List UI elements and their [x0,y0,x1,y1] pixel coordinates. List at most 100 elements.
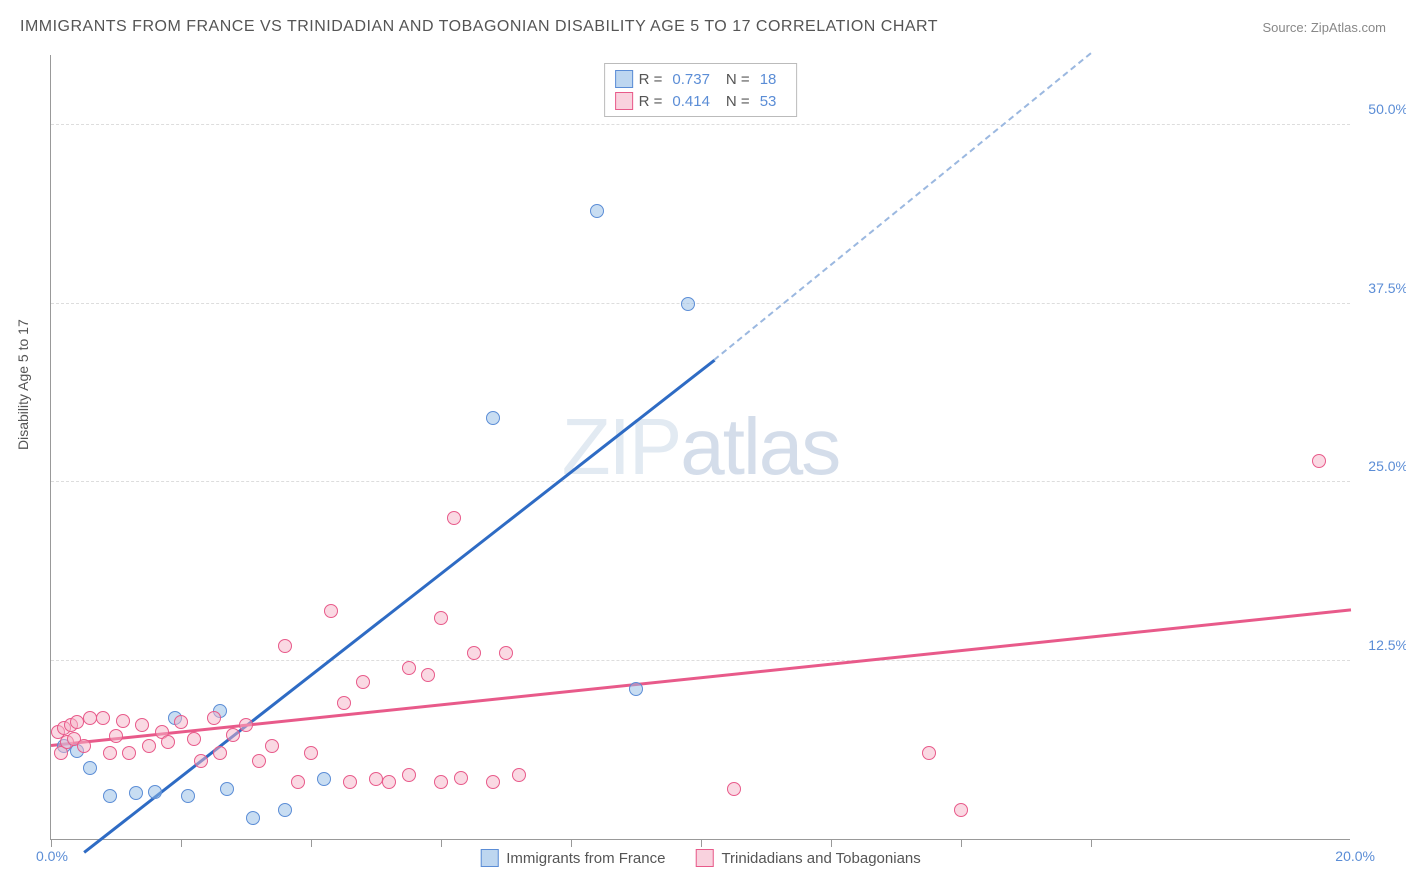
legend-label-trinidad: Trinidadians and Tobagonians [721,850,920,867]
y-axis-label: Disability Age 5 to 17 [15,319,31,450]
data-point-trinidad [226,728,240,742]
x-tick [701,839,702,847]
data-point-trinidad [239,718,253,732]
source-attribution: Source: ZipAtlas.com [1262,20,1386,35]
data-point-trinidad [922,746,936,760]
x-tick [441,839,442,847]
swatch-blue-icon [480,849,498,867]
data-point-france [590,204,604,218]
data-point-trinidad [194,754,208,768]
data-point-trinidad [343,775,357,789]
x-tick [51,839,52,847]
data-point-trinidad [421,668,435,682]
gridline [51,124,1350,125]
data-point-france [83,761,97,775]
legend-row-trinidad: R = 0.414 N = 53 [615,90,787,112]
data-point-trinidad [369,772,383,786]
data-point-trinidad [116,714,130,728]
x-tick [961,839,962,847]
data-point-trinidad [103,746,117,760]
data-point-trinidad [467,646,481,660]
x-axis-max-label: 20.0% [1335,848,1375,864]
data-point-trinidad [512,768,526,782]
data-point-trinidad [83,711,97,725]
swatch-pink-icon [695,849,713,867]
data-point-trinidad [447,511,461,525]
legend-r-value-france: 0.737 [672,71,710,88]
data-point-trinidad [278,639,292,653]
x-axis-min-label: 0.0% [36,848,68,864]
data-point-france [103,789,117,803]
data-point-trinidad [434,775,448,789]
data-point-trinidad [96,711,110,725]
data-point-trinidad [727,782,741,796]
data-point-trinidad [324,604,338,618]
data-point-trinidad [142,739,156,753]
swatch-blue-icon [615,70,633,88]
data-point-trinidad [1312,454,1326,468]
legend-item-trinidad: Trinidadians and Tobagonians [695,849,920,867]
x-tick [181,839,182,847]
legend-n-label: N = [726,93,750,110]
data-point-trinidad [174,715,188,729]
data-point-trinidad [402,768,416,782]
data-point-trinidad [486,775,500,789]
data-point-france [246,811,260,825]
data-point-trinidad [135,718,149,732]
data-point-trinidad [207,711,221,725]
legend-r-label: R = [639,71,663,88]
legend-row-france: R = 0.737 N = 18 [615,68,787,90]
data-point-trinidad [70,715,84,729]
data-point-trinidad [382,775,396,789]
swatch-pink-icon [615,92,633,110]
data-point-trinidad [454,771,468,785]
legend-item-france: Immigrants from France [480,849,665,867]
data-point-trinidad [109,729,123,743]
data-point-trinidad [337,696,351,710]
correlation-legend: R = 0.737 N = 18 R = 0.414 N = 53 [604,63,798,117]
data-point-trinidad [77,739,91,753]
gridline [51,481,1350,482]
data-point-france [681,297,695,311]
legend-n-value-trinidad: 53 [760,93,777,110]
data-point-france [181,789,195,803]
data-point-france [629,682,643,696]
data-point-france [220,782,234,796]
x-tick [831,839,832,847]
data-point-france [148,785,162,799]
data-point-trinidad [161,735,175,749]
chart-title: IMMIGRANTS FROM FRANCE VS TRINIDADIAN AN… [20,18,938,36]
x-tick [1091,839,1092,847]
data-point-trinidad [213,746,227,760]
data-point-trinidad [265,739,279,753]
data-point-trinidad [252,754,266,768]
y-tick-label: 37.5% [1368,280,1406,296]
gridline [51,303,1350,304]
legend-r-value-trinidad: 0.414 [672,93,710,110]
legend-n-label: N = [726,71,750,88]
data-point-trinidad [187,732,201,746]
data-point-trinidad [499,646,513,660]
data-point-trinidad [402,661,416,675]
data-point-trinidad [954,803,968,817]
series-legend: Immigrants from France Trinidadians and … [480,849,921,867]
data-point-france [278,803,292,817]
data-point-trinidad [356,675,370,689]
watermark-atlas: atlas [680,402,839,491]
data-point-france [486,411,500,425]
data-point-france [129,786,143,800]
y-tick-label: 12.5% [1368,637,1406,653]
legend-n-value-france: 18 [760,71,777,88]
gridline [51,660,1350,661]
y-tick-label: 50.0% [1368,101,1406,117]
x-tick [571,839,572,847]
legend-label-france: Immigrants from France [506,850,665,867]
plot-area: ZIPatlas R = 0.737 N = 18 R = 0.414 N = … [50,55,1350,840]
x-tick [311,839,312,847]
data-point-trinidad [122,746,136,760]
data-point-france [317,772,331,786]
data-point-trinidad [304,746,318,760]
trendline-france [83,359,715,853]
data-point-trinidad [291,775,305,789]
legend-r-label: R = [639,93,663,110]
